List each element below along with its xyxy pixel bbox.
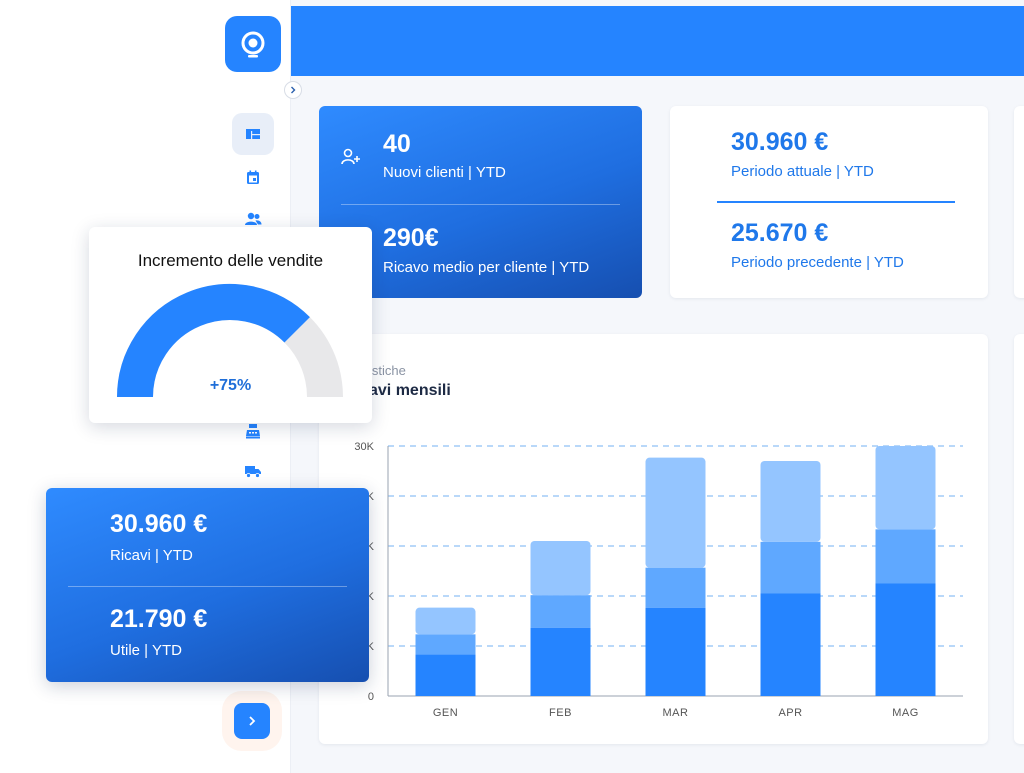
sidebar-item-deliveries[interactable] [232, 450, 274, 492]
sidebar-item-dashboard[interactable] [232, 113, 274, 155]
divider [717, 201, 955, 203]
bar-segment-feb [530, 627, 591, 696]
current-period-label: Periodo attuale | YTD [731, 163, 874, 180]
chevron-right-icon [249, 716, 256, 726]
chart-card-partial [1014, 334, 1024, 744]
chevron-right-icon [291, 86, 296, 94]
bar-segment-mag [875, 583, 936, 696]
kpi-clients-card: 40 Nuovi clienti | YTD 290€ Ricavo medio… [319, 106, 642, 298]
x-tick-label: MAR [663, 707, 689, 719]
bar-segment-apr [760, 541, 821, 594]
bar-segment-gen [415, 634, 476, 655]
add-user-icon [341, 148, 360, 165]
x-tick-label: GEN [433, 707, 458, 719]
bar-segment-feb [530, 595, 591, 628]
bar-segment-mag [875, 529, 936, 584]
bar-segment-mar [645, 607, 706, 696]
y-tick-label: 0 [368, 691, 374, 703]
x-tick-label: APR [778, 707, 802, 719]
y-tick-label: K [367, 591, 375, 603]
gauge-value-label: +75% [209, 377, 252, 394]
sidebar-collapse-button[interactable] [284, 81, 302, 99]
x-tick-label: FEB [549, 707, 572, 719]
y-tick-label: K [367, 641, 375, 653]
avg-revenue-value: 290€ [383, 224, 439, 252]
truck-icon [245, 465, 261, 478]
cash-register-icon [246, 424, 260, 439]
chart-overline: istiche [369, 363, 406, 378]
top-header-bar [291, 6, 1024, 76]
divider [68, 586, 347, 587]
chart-title: avi mensili [369, 382, 451, 399]
users-icon [245, 212, 262, 225]
sidebar-item-calendar[interactable] [232, 156, 274, 198]
new-clients-label: Nuovi clienti | YTD [383, 164, 506, 181]
bar-segment-gen [415, 607, 476, 635]
app-logo[interactable] [225, 16, 281, 72]
profit-label: Utile | YTD [110, 642, 182, 659]
bar-segment-apr [760, 593, 821, 696]
sidebar-item-users[interactable] [232, 198, 274, 240]
gauge-fill [117, 284, 310, 398]
kpi-card-partial [1014, 106, 1024, 298]
x-tick-label: MAG [892, 707, 919, 719]
sales-increase-card: Incremento delle vendite +75% [89, 227, 372, 423]
kpi-period-card: 30.960 € Periodo attuale | YTD 25.670 € … [670, 106, 988, 298]
previous-period-label: Periodo precedente | YTD [731, 254, 904, 271]
bar-segment-feb [530, 541, 591, 596]
sidebar-item-cash-register[interactable] [232, 410, 274, 452]
y-tick-label: K [367, 541, 375, 553]
revenue-profit-card: 30.960 € Ricavi | YTD 21.790 € Utile | Y… [46, 488, 369, 682]
avg-revenue-label: Ricavo medio per cliente | YTD [383, 259, 590, 276]
profit-value: 21.790 € [110, 605, 208, 633]
logo-eye-icon [241, 31, 265, 58]
calendar-icon [247, 170, 259, 184]
bar-segment-mar [645, 457, 706, 568]
bar-segment-apr [760, 461, 821, 542]
gauge-title: Incremento delle vendite [137, 251, 324, 270]
expand-panel-button[interactable] [234, 703, 270, 739]
divider [341, 204, 620, 205]
bar-segment-mag [875, 446, 936, 530]
y-tick-label: 30K [354, 441, 374, 453]
monthly-revenue-chart-card: istiche avi mensili 0 K K K K 30K GEN FEB MAR APR… [319, 334, 988, 744]
new-clients-value: 40 [383, 130, 411, 158]
monthly-revenue-bar-chart: 0 K K K K 30K GEN FEB MAR APR MAG [354, 441, 963, 719]
revenue-label: Ricavi | YTD [110, 547, 193, 564]
y-tick-label: K [367, 491, 375, 503]
previous-period-value: 25.670 € [731, 219, 829, 247]
revenue-value: 30.960 € [110, 510, 208, 538]
sales-increase-gauge [117, 284, 343, 398]
current-period-value: 30.960 € [731, 128, 829, 156]
bar-segment-mar [645, 567, 706, 608]
dashboard-icon [246, 129, 260, 139]
bar-segment-gen [415, 654, 476, 696]
